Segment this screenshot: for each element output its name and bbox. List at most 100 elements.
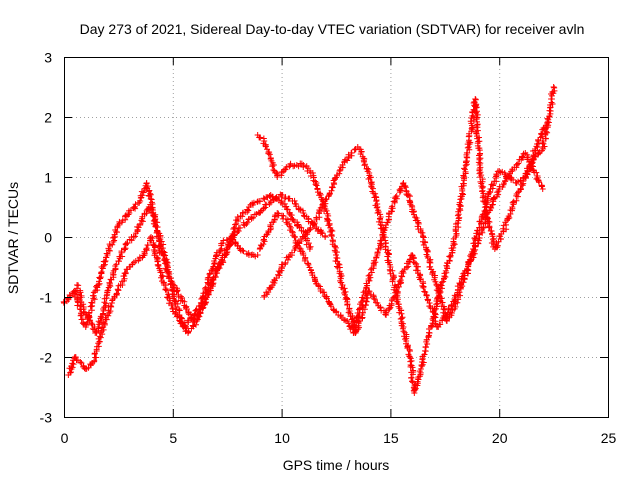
data-point — [396, 186, 403, 193]
data-point — [390, 275, 397, 282]
data-point — [181, 319, 188, 326]
data-point — [367, 266, 374, 273]
data-point — [283, 164, 290, 171]
data-point — [389, 203, 396, 210]
data-point — [87, 303, 94, 310]
grid — [64, 57, 608, 417]
data-point — [412, 214, 419, 221]
data-point — [69, 360, 76, 367]
data-point — [341, 159, 348, 166]
data-point — [292, 234, 299, 241]
data-point — [312, 181, 319, 188]
data-point — [421, 351, 428, 358]
data-point — [436, 293, 443, 300]
data-point — [118, 248, 125, 255]
y-tick-labels: -3 -2 -1 0 1 2 3 — [40, 50, 53, 426]
data-point — [212, 274, 219, 281]
data-point — [107, 303, 114, 310]
data-point — [476, 156, 483, 163]
data-point — [482, 201, 489, 208]
data-point — [322, 196, 329, 203]
data-point — [341, 291, 348, 298]
data-point — [300, 212, 307, 219]
data-point — [451, 241, 458, 248]
data-point — [411, 259, 418, 266]
data-point — [328, 233, 335, 240]
data-point — [479, 187, 486, 194]
data-point — [234, 214, 241, 221]
data-point — [538, 131, 545, 138]
data-point — [494, 189, 501, 196]
data-point — [486, 188, 493, 195]
series-track-1 — [60, 180, 314, 330]
data-point — [102, 300, 109, 307]
data-point — [271, 277, 278, 284]
data-point — [515, 178, 522, 185]
data-point — [397, 315, 404, 322]
data-point — [354, 309, 361, 316]
x-tick-label: 5 — [169, 430, 177, 446]
data-point — [393, 192, 400, 199]
y-tick-label: 3 — [44, 50, 52, 66]
data-point — [374, 204, 381, 210]
data-point — [319, 230, 326, 237]
data-point — [323, 207, 330, 214]
data-point — [535, 149, 542, 156]
data-point — [245, 207, 252, 214]
data-point — [390, 274, 397, 281]
data-point — [119, 253, 126, 260]
data-point — [276, 272, 283, 279]
data-point — [330, 306, 337, 313]
data-point — [202, 284, 209, 291]
data-point — [334, 264, 341, 271]
data-point — [418, 229, 425, 236]
data-point — [374, 300, 381, 306]
data-point — [305, 218, 312, 225]
series-track-3 — [73, 204, 261, 336]
data-point — [539, 186, 546, 192]
data-point — [148, 209, 155, 216]
data-point — [98, 314, 105, 321]
data-point — [132, 201, 139, 208]
data-point — [317, 191, 324, 198]
data-point — [88, 299, 95, 306]
data-point — [99, 324, 106, 331]
data-point — [456, 289, 463, 296]
x-tick-label: 25 — [601, 430, 617, 446]
data-point — [283, 219, 290, 226]
data-point — [113, 291, 120, 298]
data-point — [411, 385, 418, 392]
data-point — [427, 263, 434, 270]
data-point — [260, 205, 267, 212]
data-point — [122, 212, 129, 219]
data-point — [439, 299, 446, 306]
y-tick-label: 2 — [44, 110, 52, 126]
data-point — [361, 162, 368, 169]
data-point — [109, 241, 116, 248]
data-point — [237, 224, 244, 231]
data-point — [316, 208, 323, 215]
data-point — [291, 197, 298, 204]
data-point — [267, 198, 274, 204]
data-point — [262, 142, 269, 149]
data-point — [275, 268, 282, 275]
data-point — [405, 263, 412, 270]
data-point — [257, 134, 264, 141]
data-point — [89, 325, 96, 332]
data-point — [374, 209, 381, 216]
data-point — [64, 295, 71, 302]
data-point — [244, 219, 251, 226]
data-point — [183, 306, 190, 313]
data-point — [545, 116, 552, 123]
data-point — [515, 160, 522, 167]
data-point — [106, 241, 113, 248]
data-point — [269, 163, 276, 170]
data-point — [355, 313, 362, 320]
data-point — [456, 199, 463, 206]
data-point — [338, 272, 345, 279]
data-point — [440, 313, 447, 320]
data-point — [104, 287, 111, 294]
data-point — [333, 263, 340, 270]
data-point — [420, 284, 427, 291]
data-point — [459, 283, 466, 290]
